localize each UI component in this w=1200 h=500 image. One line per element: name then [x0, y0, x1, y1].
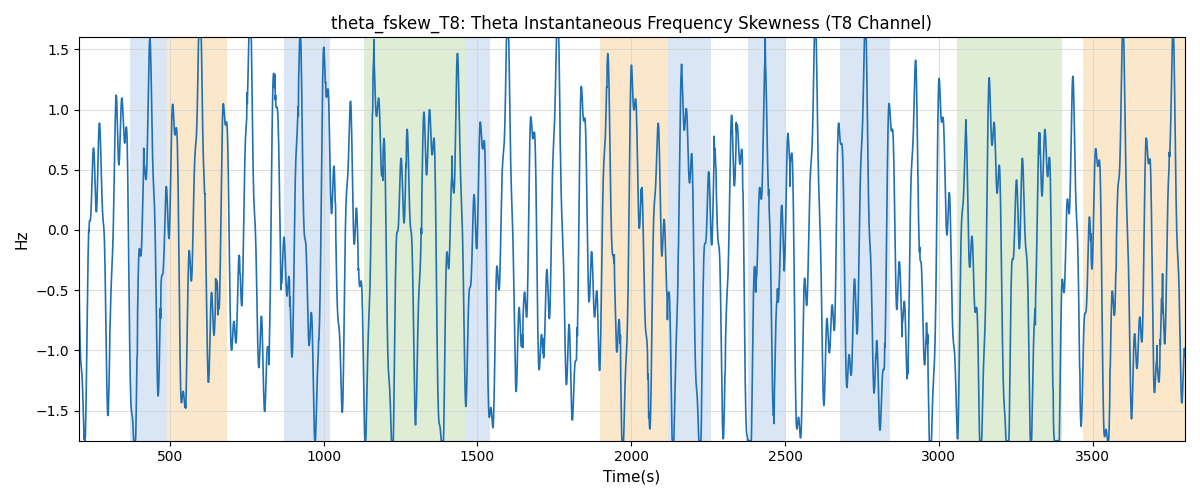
- Bar: [167, 38, 227, 440]
- Bar: [748, 38, 785, 440]
- Bar: [600, 38, 668, 440]
- Bar: [668, 38, 712, 440]
- Bar: [958, 38, 1062, 440]
- Bar: [466, 38, 490, 440]
- X-axis label: Time(s): Time(s): [604, 470, 660, 485]
- Bar: [130, 38, 167, 440]
- Bar: [1084, 38, 1186, 440]
- Bar: [364, 38, 466, 440]
- Y-axis label: Hz: Hz: [14, 230, 30, 249]
- Bar: [840, 38, 889, 440]
- Bar: [283, 38, 330, 440]
- Title: theta_fskew_T8: Theta Instantaneous Frequency Skewness (T8 Channel): theta_fskew_T8: Theta Instantaneous Freq…: [331, 15, 932, 34]
